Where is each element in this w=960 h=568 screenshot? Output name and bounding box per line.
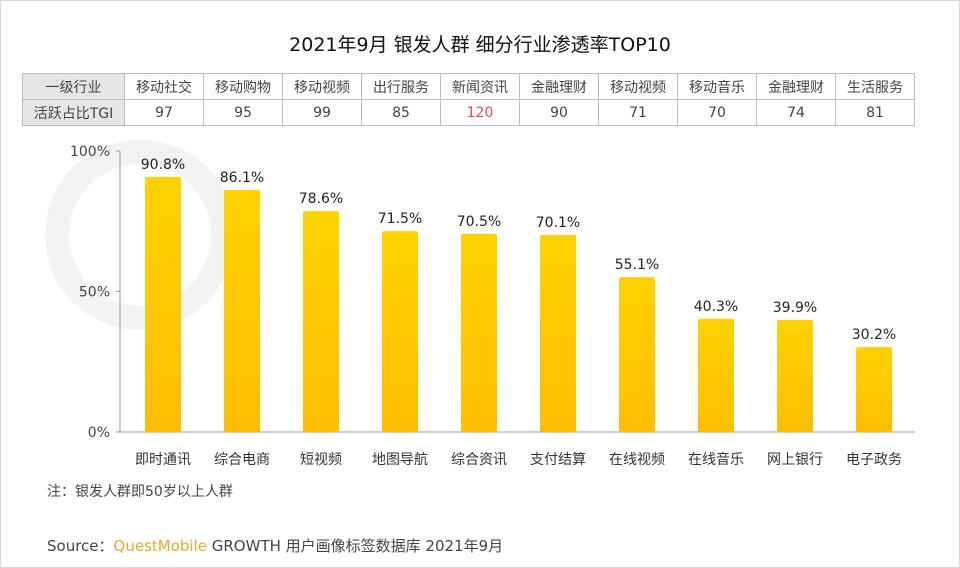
tgi-cell: 85 [361, 99, 441, 126]
data-label: 39.9% [773, 300, 817, 316]
x-tick-label: 地图导航 [372, 452, 428, 468]
tgi-cell: 120 [440, 99, 520, 126]
tgi-cell: 70 [677, 99, 757, 126]
x-tick-label: 短视频 [300, 452, 342, 468]
x-tick-label: 支付结算 [530, 452, 586, 468]
bar [303, 211, 339, 432]
x-tick-label: 网上银行 [767, 452, 823, 468]
y-tick-label: 50% [79, 285, 110, 301]
x-tick-label: 在线音乐 [688, 451, 744, 468]
chart-title: 2021年9月 银发人群 细分行业渗透率TOP10 [289, 34, 671, 56]
bar [698, 318, 734, 432]
brand-logo-text: QuestMobile [113, 537, 207, 555]
tgi-cell: 97 [124, 99, 204, 126]
data-label: 86.1% [220, 170, 264, 186]
bar [540, 235, 576, 432]
bar [619, 277, 655, 432]
industry-cell: 生活服务 [835, 73, 915, 100]
tgi-cell: 81 [835, 99, 915, 126]
data-label: 90.8% [141, 157, 185, 173]
source-line: Source：QuestMobile GROWTH 用户画像标签数据库 2021… [47, 535, 503, 556]
industry-cell: 移动音乐 [677, 73, 757, 100]
bar [382, 231, 418, 432]
x-tick-label: 电子政务 [846, 452, 902, 468]
tgi-cell: 74 [756, 99, 836, 126]
x-tick-label: 综合资讯 [451, 452, 507, 468]
industry-row: 一级行业 移动社交 移动购物 移动视频 出行服务 新闻资讯 金融理财 移动视频 移动音乐 金融理… [22, 73, 915, 100]
tgi-cell: 95 [203, 99, 283, 126]
data-label: 40.3% [694, 299, 738, 315]
y-tick-label: 100% [70, 144, 110, 160]
tgi-table: 一级行业 移动社交 移动购物 移动视频 出行服务 新闻资讯 金融理财 移动视频 移动音乐 金融理… [22, 73, 915, 126]
bar [145, 176, 181, 432]
source-text: GROWTH 用户画像标签数据库 2021年9月 [211, 537, 504, 555]
data-label: 78.6% [299, 191, 343, 207]
footnote: 注：银发人群即50岁以上人群 [47, 484, 233, 500]
bar [856, 347, 892, 432]
bar [224, 190, 260, 432]
bar [461, 233, 497, 432]
data-label: 55.1% [615, 257, 659, 273]
x-tick-label: 综合电商 [214, 452, 270, 468]
y-tick-label: 0% [88, 425, 110, 441]
industry-cell: 移动视频 [598, 73, 678, 100]
tgi-cell: 71 [598, 99, 678, 126]
row-header: 活跃占比TGI [22, 99, 125, 126]
industry-cell: 出行服务 [361, 73, 441, 100]
bar [777, 319, 813, 432]
source-label: Source： [47, 537, 114, 555]
row-header: 一级行业 [22, 73, 125, 100]
data-label: 70.5% [457, 214, 501, 230]
data-label: 70.1% [536, 215, 580, 231]
industry-cell: 新闻资讯 [440, 73, 520, 100]
industry-cell: 金融理财 [519, 73, 599, 100]
data-label: 30.2% [852, 327, 896, 343]
industry-cell: 移动视频 [282, 73, 362, 100]
x-tick-label: 在线视频 [609, 452, 665, 468]
data-label: 71.5% [378, 211, 422, 227]
x-tick-label: 即时通讯 [135, 452, 191, 468]
tgi-row: 活跃占比TGI 97 95 99 85 120 90 71 70 74 81 [22, 99, 915, 126]
tgi-cell: 99 [282, 99, 362, 126]
